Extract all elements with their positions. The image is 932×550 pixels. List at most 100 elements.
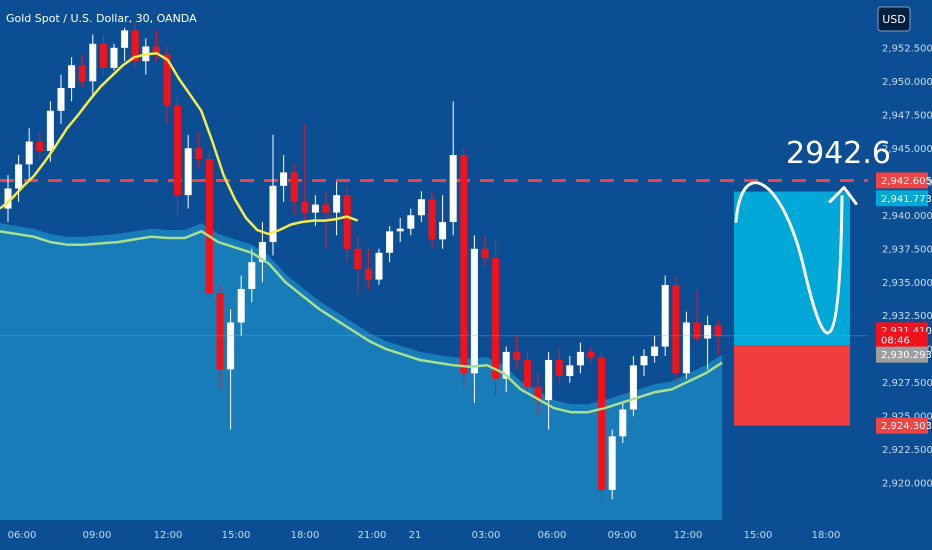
candle-body xyxy=(619,409,627,437)
candle xyxy=(481,235,489,267)
candle-body xyxy=(651,346,659,356)
price-tag-box xyxy=(876,190,928,207)
candle-body xyxy=(57,88,65,111)
candle xyxy=(68,57,76,102)
candle-body xyxy=(311,204,319,213)
candle-body xyxy=(364,268,372,280)
x-tick-label: 21:00 xyxy=(358,530,387,541)
candle-body xyxy=(513,351,521,360)
price-tag-box xyxy=(876,346,928,363)
price-tag-stop: 2,924.303 xyxy=(876,417,932,434)
y-tick-label: 2,950.000 xyxy=(882,77,932,88)
candle xyxy=(587,346,595,363)
candle xyxy=(25,128,33,182)
candle-body xyxy=(714,325,722,336)
x-tick-label: 15:00 xyxy=(744,530,773,541)
candle-body xyxy=(460,154,468,374)
candle xyxy=(640,349,648,377)
candle-body xyxy=(534,386,542,401)
candle-body xyxy=(184,148,192,196)
candle xyxy=(523,351,531,397)
candle xyxy=(110,43,118,71)
candle-body xyxy=(693,322,701,339)
candle-body xyxy=(227,322,235,370)
candle xyxy=(184,134,192,209)
candle xyxy=(354,235,362,296)
candle-body xyxy=(470,248,478,374)
candle-body xyxy=(598,357,606,490)
x-tick-label: 18:00 xyxy=(291,530,320,541)
price-tag-box xyxy=(876,331,928,348)
candle-body xyxy=(449,154,457,222)
candle-body xyxy=(333,195,341,213)
candle-body xyxy=(290,172,298,202)
moving-average-fast xyxy=(0,51,359,236)
candle xyxy=(470,235,478,403)
candle-body xyxy=(89,43,97,82)
stop-loss-zone xyxy=(734,345,850,426)
candle-body xyxy=(121,30,129,48)
candle-body xyxy=(661,284,669,347)
candle xyxy=(364,248,372,289)
candle xyxy=(375,248,383,285)
candle xyxy=(269,134,277,256)
candle-body xyxy=(502,351,510,379)
candle-body xyxy=(322,204,330,213)
candle-body xyxy=(205,159,213,293)
x-tick-label: 12:00 xyxy=(674,530,703,541)
y-tick-label: 2,927.500 xyxy=(882,378,932,389)
candle xyxy=(439,195,447,249)
x-tick-label: 09:00 xyxy=(83,530,112,541)
candles-layer xyxy=(4,21,722,504)
candle xyxy=(492,239,500,397)
candle-body xyxy=(216,292,224,370)
candle-body xyxy=(131,30,139,62)
candle xyxy=(545,351,553,430)
price-tag-text: 2,930.293 xyxy=(881,350,932,361)
x-tick-label: 06:00 xyxy=(8,530,37,541)
chart-title: Gold Spot / U.S. Dollar, 30, OANDA xyxy=(6,12,197,25)
price-tag-countdown: 08:46 xyxy=(876,331,928,348)
candle xyxy=(237,275,245,336)
price-tag-text: 2,942.605 xyxy=(881,176,932,187)
candle-body xyxy=(174,105,182,196)
candle xyxy=(460,148,468,387)
x-tick-label: 03:00 xyxy=(472,530,501,541)
candle-body xyxy=(375,252,383,280)
candle xyxy=(343,185,351,263)
currency-label: USD xyxy=(882,13,906,26)
candle xyxy=(248,248,256,303)
currency-button[interactable]: USD xyxy=(877,6,911,32)
x-tick-label: 06:00 xyxy=(538,530,567,541)
price-tag-text: 2,924.303 xyxy=(881,421,932,432)
candle-body xyxy=(704,325,712,339)
candle-body xyxy=(110,47,118,68)
arrow-up-icon xyxy=(828,186,858,206)
candle-body xyxy=(15,164,23,189)
x-tick-label: 09:00 xyxy=(608,530,637,541)
candle-body xyxy=(396,228,404,232)
y-tick-label: 2,932.500 xyxy=(882,311,932,322)
candle xyxy=(280,154,288,202)
candle xyxy=(227,309,235,430)
profit-zone xyxy=(734,191,850,346)
candle xyxy=(333,181,341,236)
candle-body xyxy=(68,65,76,89)
price-tag-entry: 2,930.293 xyxy=(876,346,932,363)
candle xyxy=(534,373,542,414)
candle xyxy=(407,208,415,236)
candle xyxy=(205,150,213,299)
candle xyxy=(78,54,86,89)
price-tag-text: 2,931.410 xyxy=(881,326,932,337)
candle-body xyxy=(555,359,563,377)
candle-body xyxy=(545,359,553,401)
candle-body xyxy=(4,188,12,209)
x-tick-label: 12:00 xyxy=(154,530,183,541)
candle xyxy=(555,346,563,383)
candle-body xyxy=(682,322,690,374)
candle xyxy=(661,275,669,356)
candle xyxy=(619,402,627,444)
candle xyxy=(386,225,394,263)
